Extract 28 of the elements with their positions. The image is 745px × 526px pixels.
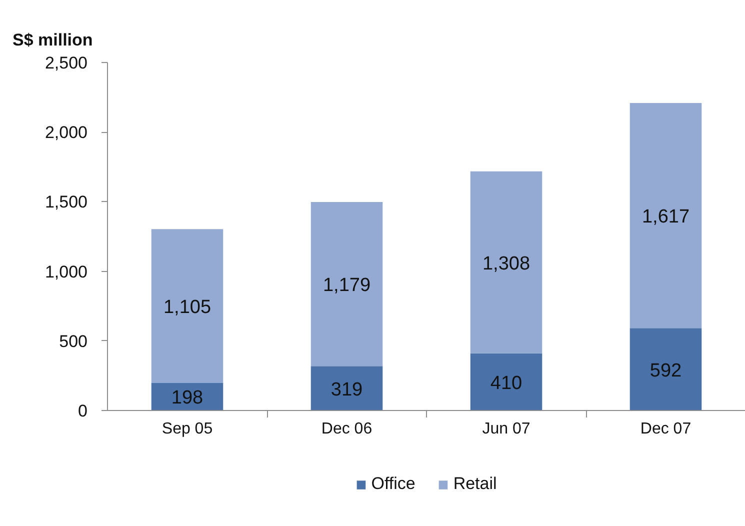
x-tick-label: Sep 05: [162, 420, 213, 438]
bar: [151, 229, 224, 383]
bar: [310, 366, 383, 410]
bar: [470, 171, 542, 354]
y-tick-label: 1,500: [44, 192, 88, 212]
y-tick-label: 1,000: [44, 262, 88, 282]
bar: [470, 353, 542, 410]
data-label: 592: [650, 360, 682, 382]
y-tick-label: 0: [78, 402, 88, 420]
y-axis-title: S$ million: [12, 30, 93, 50]
bar: [630, 103, 702, 328]
data-label: 1,179: [322, 275, 371, 296]
x-tick-label: Dec 06: [321, 420, 372, 438]
data-label: 410: [490, 372, 522, 394]
x-tick-label: Dec 07: [640, 420, 692, 438]
x-tick-label: Jun 07: [482, 420, 530, 438]
legend-label: Office: [371, 474, 416, 494]
y-tick-label: 2,500: [44, 54, 88, 72]
data-label: 1,308: [482, 253, 530, 274]
legend-label: Retail: [453, 474, 497, 494]
data-label: 1,105: [163, 297, 212, 318]
bar: [310, 202, 383, 366]
y-tick-label: 500: [59, 332, 88, 351]
y-tick-label: 2,000: [44, 123, 88, 142]
data-label: 319: [330, 379, 363, 400]
data-label: 198: [171, 388, 204, 409]
data-label: 1,617: [642, 206, 690, 228]
bar: [630, 328, 702, 410]
